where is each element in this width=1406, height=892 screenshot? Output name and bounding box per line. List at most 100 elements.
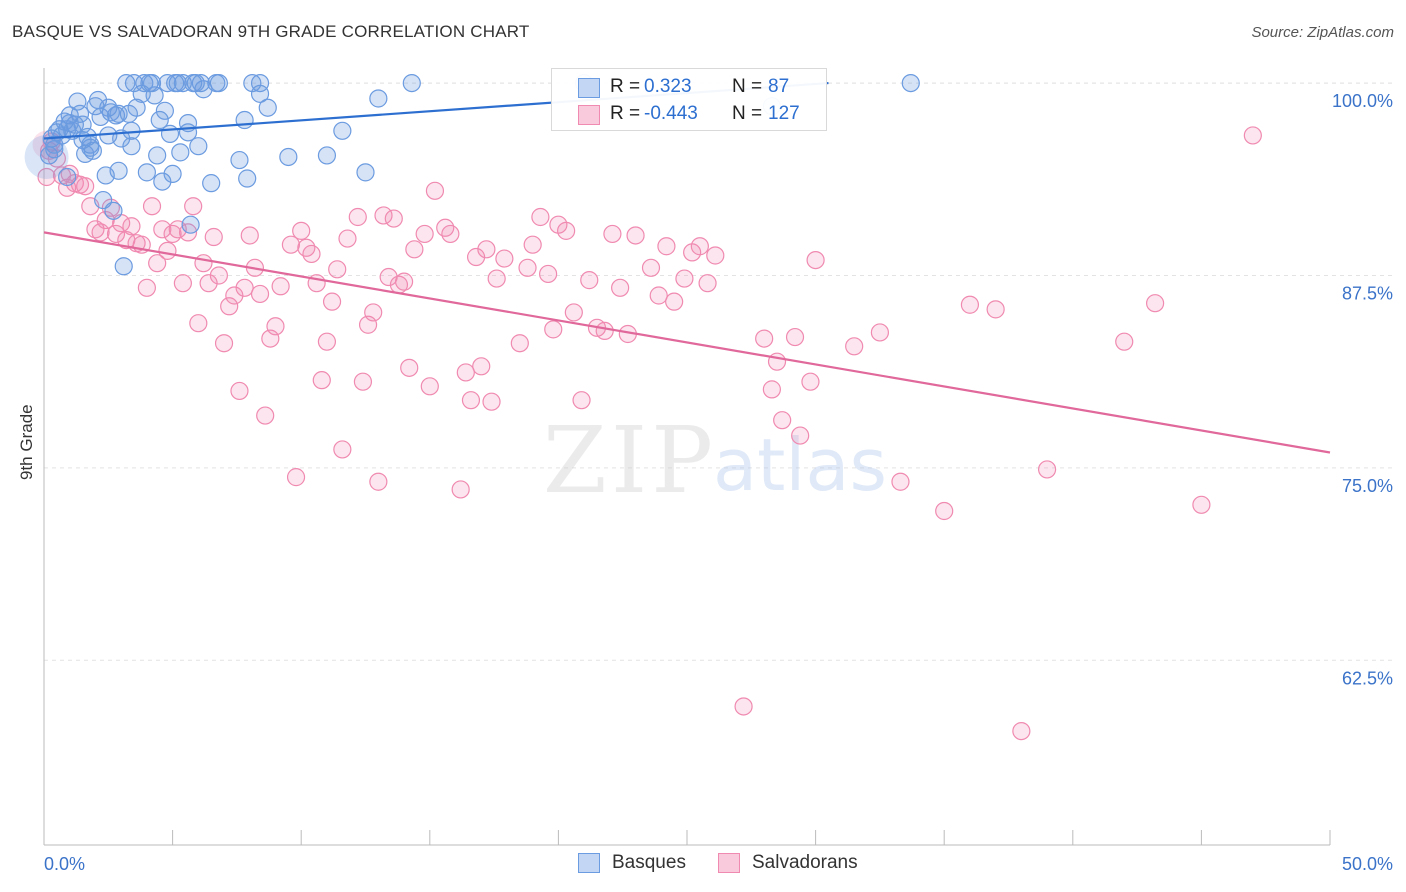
salvadorans-point <box>322 292 342 311</box>
basques-point <box>189 137 208 156</box>
salvadorans-point <box>544 320 563 339</box>
salvadorans-point <box>690 237 709 256</box>
r-value-basques: 0.323 <box>644 76 692 97</box>
salvadorans-point <box>495 249 514 268</box>
salvadorans-point <box>641 258 661 277</box>
basques-point <box>117 73 136 93</box>
salvadorans-point <box>204 227 223 247</box>
salvadorans-point <box>441 224 460 244</box>
salvadorans-point <box>791 426 810 445</box>
watermark: ZIP atlas <box>543 407 887 514</box>
basques-point <box>109 161 128 180</box>
y-tick-label: 87.5% <box>1342 283 1393 303</box>
salvadorans-point <box>425 181 445 200</box>
salvadorans-point <box>184 197 203 216</box>
salvadorans-point <box>611 278 630 297</box>
salvadorans-point <box>312 371 331 390</box>
salvadorans-point <box>106 224 126 244</box>
salvadorans-point <box>37 167 56 187</box>
salvadorans-point <box>394 272 414 291</box>
salvadorans-point <box>122 217 141 236</box>
basques-point <box>160 124 180 143</box>
chart-title: BASQUE VS SALVADORAN 9TH GRADE CORRELATI… <box>12 22 530 41</box>
basques-point <box>73 115 92 134</box>
salvadorans-point <box>531 207 550 227</box>
salvadorans-point <box>328 260 347 279</box>
salvadorans-point <box>572 391 591 410</box>
x-tick-label-max: 50.0% <box>1342 854 1393 874</box>
salvadorans-point <box>482 392 501 411</box>
basques-point <box>238 169 257 188</box>
salvadorans-point <box>845 337 864 356</box>
n-label: N = <box>732 103 763 124</box>
watermark-zip: ZIP <box>543 407 717 514</box>
basques-point <box>114 257 133 276</box>
basques-point <box>333 121 352 140</box>
basques-point <box>150 110 169 130</box>
basques-point <box>155 101 174 120</box>
salvadorans-point <box>1037 460 1057 479</box>
salvadorans-point <box>935 501 954 521</box>
salvadorans-point <box>785 327 805 347</box>
salvadorans-point <box>209 266 228 285</box>
salvadorans-point <box>148 254 167 273</box>
salvadorans-legend-label: Salvadorans <box>752 852 858 873</box>
salvadorans-point <box>523 235 542 254</box>
salvadorans-point <box>400 358 419 377</box>
salvadorans-point <box>384 209 403 228</box>
basques-point <box>91 107 110 127</box>
salvadorans-point <box>773 411 792 430</box>
salvadorans-point <box>286 468 306 487</box>
salvadorans-point <box>762 380 781 399</box>
salvadorans-point <box>698 274 717 293</box>
salvadorans-point <box>266 317 285 336</box>
basques-point <box>104 201 123 220</box>
salvadorans-point <box>158 241 177 260</box>
salvadorans-point <box>76 177 95 196</box>
salvadorans-point <box>353 372 373 391</box>
basques-point <box>250 73 270 93</box>
salvadorans-point <box>518 258 537 277</box>
basques-point <box>230 150 249 170</box>
salvadorans-point <box>420 377 439 396</box>
y-axis-label: 9th Grade <box>17 404 36 480</box>
basques-point <box>369 89 388 108</box>
x-tick-label-min: 0.0% <box>44 854 85 874</box>
salvadorans-point <box>173 274 192 293</box>
salvadorans-point <box>580 271 599 290</box>
n-value-basques: 87 <box>768 76 790 97</box>
n-label: N = <box>732 76 763 97</box>
salvadorans-point <box>220 297 239 316</box>
salvadorans-point <box>986 300 1005 319</box>
salvadorans-point <box>456 363 475 382</box>
basques-point <box>58 120 77 139</box>
salvadorans-point <box>1012 721 1031 741</box>
salvadorans-point <box>256 406 275 425</box>
salvadorans-point <box>194 254 213 273</box>
basques-point <box>158 73 177 93</box>
salvadorans-point <box>461 391 481 410</box>
legend-row-basques: R = 0.323 N = 87 <box>552 73 826 101</box>
basques-point <box>168 73 187 93</box>
basques-point <box>258 98 277 117</box>
basques-point <box>122 137 141 156</box>
basques-point <box>135 73 154 93</box>
salvadorans-point <box>199 274 218 293</box>
salvadorans-point <box>595 321 614 341</box>
r-label: R = <box>610 103 641 124</box>
basques-point <box>58 167 77 187</box>
salvadorans-point <box>557 221 576 240</box>
basques-point <box>356 163 375 182</box>
basques-point <box>181 215 200 234</box>
basques-point <box>45 140 64 159</box>
salvadorans-point <box>801 372 820 391</box>
basques-point <box>173 73 192 93</box>
salvadorans-point <box>189 314 208 333</box>
salvadorans-point <box>415 224 434 244</box>
basques-point <box>250 84 270 103</box>
salvadorans-trend-line <box>43 231 1331 454</box>
basques-legend-swatch <box>578 853 600 873</box>
salvadorans-point <box>225 286 244 305</box>
y-tick-label: 75.0% <box>1342 476 1393 496</box>
